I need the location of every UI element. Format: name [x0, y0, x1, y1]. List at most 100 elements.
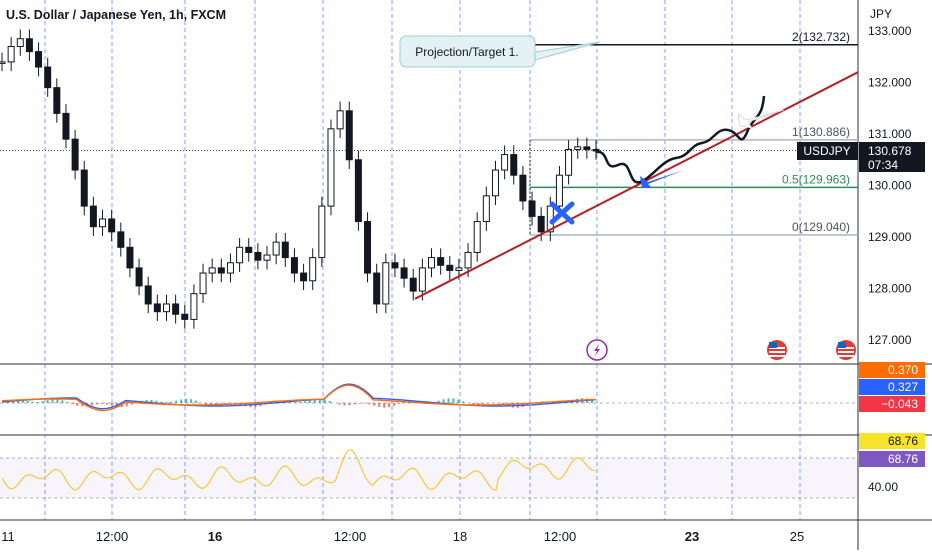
macd-histogram-bar — [160, 402, 162, 403]
user-drawings[interactable]: Projection/Target 1. — [0, 36, 858, 360]
macd-histogram-bar — [96, 403, 98, 404]
macd-histogram-bar — [101, 403, 103, 404]
macd-histogram-bar — [52, 399, 54, 403]
candle-body — [255, 252, 261, 260]
macd-histogram-bar — [294, 402, 296, 403]
candle-body — [492, 170, 498, 196]
candle-body — [465, 252, 471, 267]
candle-body — [17, 39, 23, 47]
candle-body — [81, 170, 87, 206]
candle-body — [118, 232, 124, 247]
macd-histogram-bar — [388, 403, 390, 407]
candle-body — [218, 268, 224, 273]
fib-level-label: 0.5(129.963) — [782, 172, 850, 186]
macd-histogram-bar — [56, 399, 58, 403]
price-tick-label: 127.000 — [868, 333, 912, 347]
macd-histogram-bar — [482, 403, 484, 404]
time-tick-label: 12:00 — [96, 529, 129, 544]
candle-body — [90, 206, 96, 227]
symbol-label: USDJPY — [803, 144, 850, 158]
candle-body — [429, 258, 435, 268]
candle-body — [474, 222, 480, 253]
chart-title: U.S. Dollar / Japanese Yen, 1h, FXCM — [6, 8, 226, 22]
macd-histogram-bar — [47, 400, 49, 403]
candle-body — [410, 278, 416, 291]
macd-histogram-bar — [126, 403, 128, 406]
macd-histogram-bar — [180, 399, 182, 403]
fib-level-label: 0(129.040) — [792, 220, 850, 234]
time-tick-label: 18 — [453, 529, 467, 544]
rsi-value-label: 68.76 — [888, 434, 918, 448]
candle-body — [145, 286, 151, 304]
candle-body — [136, 268, 142, 286]
macd-value-label: 0.327 — [888, 380, 918, 394]
price-tick-label: 132.000 — [868, 76, 912, 90]
last-price-value: 130.678 — [868, 144, 912, 158]
candle-body — [456, 268, 462, 271]
candle-body — [529, 201, 535, 216]
candle-body — [227, 263, 233, 273]
callout-text: Projection/Target 1. — [415, 45, 518, 59]
white-x-marker — [636, 197, 646, 207]
macd-histogram-bar — [487, 403, 489, 404]
price-axis[interactable]: JPY133.000132.000131.000130.000129.00012… — [797, 7, 925, 494]
time-tick-label: 16 — [208, 529, 222, 544]
macd-histogram-bar — [452, 398, 454, 403]
candle-body — [374, 273, 380, 304]
macd-pane — [2, 384, 596, 410]
candle-body — [264, 255, 270, 260]
macd-histogram-bar — [462, 401, 464, 403]
candle-body — [54, 88, 60, 114]
candle-body — [154, 304, 160, 312]
us-flag-icon — [767, 340, 787, 360]
candle-body — [209, 268, 215, 273]
macd-value-label: −0.043 — [881, 397, 918, 411]
time-tick-label: 11 — [1, 529, 15, 544]
macd-histogram-bar — [175, 401, 177, 403]
macd-histogram-bar — [349, 403, 351, 405]
macd-histogram-bar — [329, 401, 331, 403]
fib-level-label: 1(130.886) — [792, 125, 850, 139]
macd-histogram-bar — [42, 401, 44, 403]
candle-body — [310, 258, 316, 281]
candle-body — [26, 39, 32, 52]
macd-histogram-bar — [443, 399, 445, 403]
fib-level-label: 2(132.732) — [792, 30, 850, 44]
macd-histogram-bar — [383, 403, 385, 408]
candle-body — [319, 206, 325, 258]
candle-body — [291, 258, 297, 273]
macd-histogram-bar — [393, 403, 395, 406]
macd-histogram-bar — [190, 399, 192, 403]
candle-body — [0, 62, 5, 64]
price-tick-label: 128.000 — [868, 282, 912, 296]
flag-stripe — [838, 351, 854, 353]
candle-body — [72, 139, 78, 170]
macd-value-label: 0.370 — [888, 363, 918, 377]
candle-body — [566, 149, 572, 175]
flag-canton — [769, 342, 777, 348]
candle-body — [63, 113, 69, 139]
candle-body — [282, 242, 288, 257]
us-flag-icon — [836, 340, 856, 360]
candle-body — [301, 273, 307, 281]
candle-body — [383, 263, 389, 304]
candle-body — [273, 242, 279, 255]
candle-body — [538, 216, 544, 231]
macd-histogram-bar — [299, 402, 301, 403]
candle-body — [584, 147, 590, 150]
candle-body — [36, 52, 42, 67]
candle-body — [401, 268, 407, 278]
countdown-value: 07:34 — [868, 158, 898, 172]
candle-body — [200, 273, 206, 294]
macd-histogram-bar — [170, 402, 172, 403]
macd-histogram-bar — [76, 403, 78, 406]
flag-stripe — [769, 351, 785, 353]
candle-body — [45, 67, 51, 88]
candle-body — [419, 268, 425, 291]
price-tick-label: 133.000 — [868, 24, 912, 38]
fib-retracement[interactable]: 2(132.732) 1(130.886) 0.5(129.963) 0(129.04… — [530, 30, 858, 235]
candle-body — [438, 258, 444, 266]
